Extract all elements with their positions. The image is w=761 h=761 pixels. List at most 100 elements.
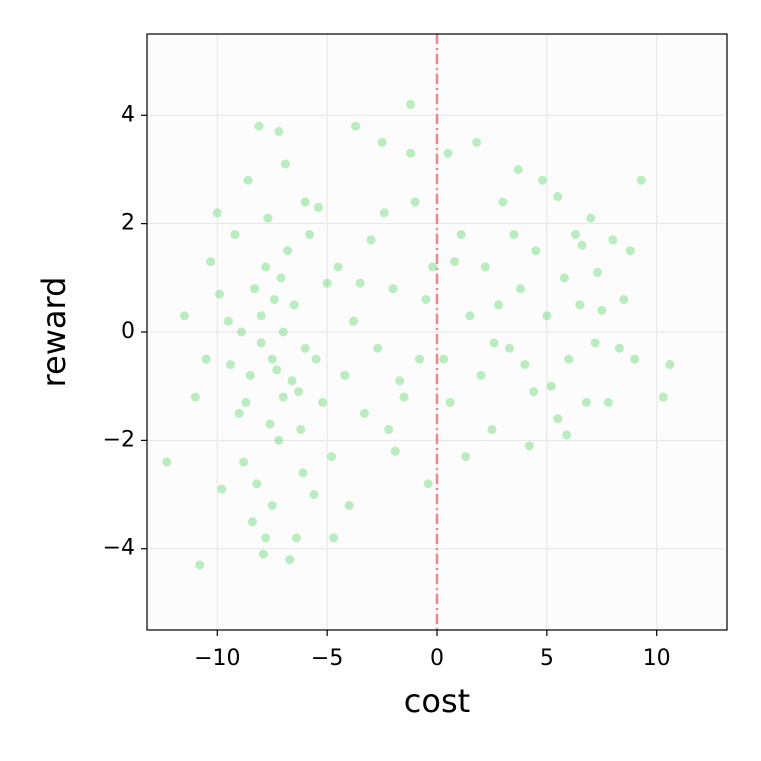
point (236, 327, 246, 337)
point (300, 343, 310, 353)
point (546, 381, 556, 391)
point (349, 316, 359, 326)
point (305, 229, 315, 239)
point (267, 500, 277, 510)
x-tick-label: 10 (643, 646, 671, 671)
point (327, 452, 337, 462)
point (421, 294, 431, 304)
point (625, 246, 635, 256)
point (564, 354, 574, 364)
point (513, 164, 523, 174)
point (254, 121, 264, 131)
point (289, 300, 299, 310)
point (190, 392, 200, 402)
point (562, 430, 572, 440)
point (537, 175, 547, 185)
plot-frame (146, 33, 728, 631)
x-tick-label: 5 (540, 646, 554, 671)
point (399, 392, 409, 402)
point (410, 197, 420, 207)
point (586, 213, 596, 223)
point (250, 284, 260, 294)
point (217, 484, 227, 494)
point (223, 316, 233, 326)
point (480, 262, 490, 272)
point (313, 202, 323, 212)
point (241, 397, 251, 407)
point (318, 397, 328, 407)
point (603, 397, 613, 407)
point (360, 408, 369, 418)
point (267, 354, 277, 364)
point (428, 262, 438, 272)
point (272, 365, 282, 375)
x-tick-label: −5 (311, 646, 343, 671)
point (665, 360, 675, 370)
point (263, 213, 273, 223)
point (590, 338, 600, 348)
point (619, 294, 629, 304)
y-tick-label: −4 (103, 536, 135, 561)
point (212, 208, 222, 218)
point (243, 175, 253, 185)
point (472, 137, 482, 147)
y-tick-label: −2 (103, 427, 135, 452)
point (553, 192, 563, 202)
point (278, 392, 288, 402)
point (230, 229, 240, 239)
point (256, 338, 266, 348)
point (274, 435, 284, 445)
point (300, 197, 310, 207)
point (531, 246, 541, 256)
point (384, 425, 394, 435)
point (388, 284, 398, 294)
x-tick-label: −10 (194, 646, 240, 671)
point (261, 533, 271, 543)
point (162, 457, 172, 467)
point (636, 175, 646, 185)
point (553, 414, 563, 424)
point (520, 360, 530, 370)
point (390, 446, 400, 456)
point (373, 343, 383, 353)
point (529, 387, 539, 397)
y-tick-label: 4 (121, 102, 135, 127)
x-axis-label: cost (404, 682, 470, 720)
point (291, 533, 301, 543)
point (294, 387, 304, 397)
point (494, 300, 504, 310)
point (215, 289, 224, 299)
point (258, 549, 268, 559)
point (278, 327, 288, 337)
y-tick-label: 2 (121, 211, 135, 236)
point (487, 425, 497, 435)
point (280, 159, 290, 169)
point (450, 257, 460, 267)
point (252, 479, 262, 489)
point (329, 533, 339, 543)
point (355, 278, 365, 288)
point (195, 560, 205, 570)
point (366, 235, 376, 245)
point (276, 273, 286, 283)
point (559, 273, 569, 283)
point (309, 490, 319, 500)
point (577, 240, 587, 250)
point (509, 229, 519, 239)
point (379, 208, 389, 218)
point (581, 397, 591, 407)
point (287, 376, 297, 386)
point (247, 517, 257, 527)
point (443, 148, 453, 158)
point (658, 392, 668, 402)
point (524, 441, 534, 451)
point (179, 311, 189, 321)
point (461, 452, 471, 462)
point (322, 278, 332, 288)
point (456, 229, 466, 239)
point (239, 457, 249, 467)
point (344, 500, 354, 510)
point (269, 294, 279, 304)
point (597, 305, 607, 315)
